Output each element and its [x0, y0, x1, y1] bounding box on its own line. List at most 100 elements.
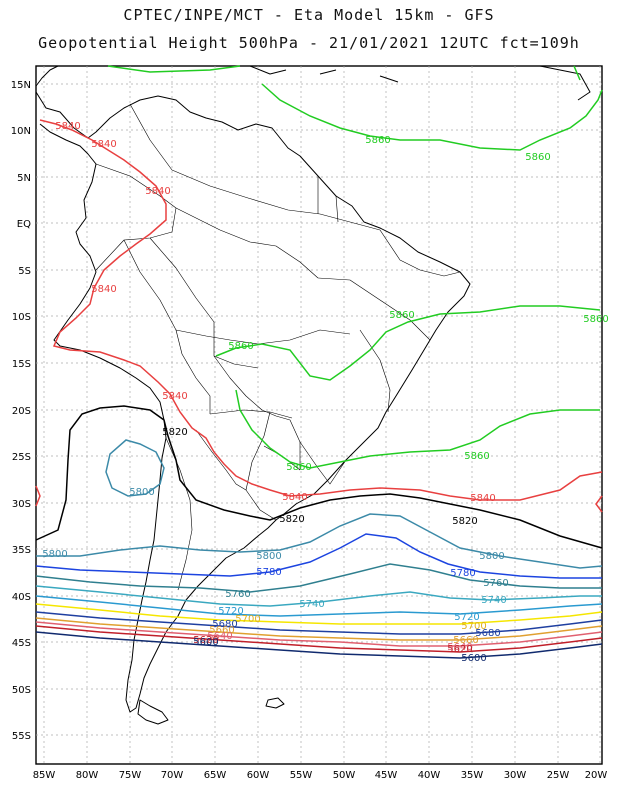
lat-label: 30S: [12, 499, 31, 510]
contour-5860: [215, 305, 601, 381]
contour-5800: [36, 513, 603, 569]
lat-axis-labels: 15N 10N 5N EQ 5S 10S 15S 20S 25S 30S 35S…: [11, 80, 31, 742]
contour-label: 5840: [145, 186, 170, 197]
contour-label: 5860: [365, 135, 390, 146]
lon-label: 50W: [333, 770, 356, 781]
contour-label: 5840: [55, 121, 80, 132]
contour-label: 5720: [218, 606, 243, 617]
contour-5800: [105, 439, 165, 497]
falkland-islands: [265, 697, 285, 709]
caribbean-islands: [249, 65, 591, 101]
lon-label: 35W: [461, 770, 484, 781]
lat-label: 10N: [11, 126, 31, 137]
tierra-del-fuego: [137, 699, 169, 725]
map-title: CPTEC/INPE/MCT - Eta Model 15km - GFS: [123, 6, 495, 24]
lat-label: 15S: [12, 359, 31, 370]
lon-label: 45W: [375, 770, 398, 781]
lat-label: 50S: [12, 685, 31, 696]
lon-label: 70W: [161, 770, 184, 781]
contour-label: 5860: [286, 462, 311, 473]
contour-5660: [35, 617, 603, 641]
lon-label: 80W: [76, 770, 99, 781]
coastlines: [35, 65, 591, 725]
lon-label: 60W: [247, 770, 270, 781]
contour-label: 5780: [256, 567, 281, 578]
contour-label: 5760: [225, 589, 250, 600]
contour-label: 5820: [279, 514, 304, 525]
lon-label: 65W: [204, 770, 227, 781]
lat-label: 45S: [12, 638, 31, 649]
lon-label: 75W: [119, 770, 142, 781]
contour-label: 5620: [193, 635, 218, 646]
contour-5720: [35, 595, 603, 617]
lat-label: 5S: [18, 266, 31, 277]
contour-5780: [35, 533, 602, 579]
contour-label: 5660: [209, 625, 234, 636]
contour-lines: [35, 65, 603, 659]
lon-axis-labels: 85W 80W 75W 70W 65W 60W 55W 50W 45W 40W …: [33, 770, 608, 781]
country-borders: [95, 103, 461, 591]
contour-label: 5840: [91, 284, 116, 295]
lat-label: EQ: [17, 219, 31, 230]
contour-label: 5800: [256, 551, 281, 562]
lon-label: 40W: [418, 770, 441, 781]
contour-5740: [35, 585, 602, 607]
contour-label: 5740: [481, 595, 506, 606]
contour-label: 5680: [212, 619, 237, 630]
contour-label: 5600: [461, 653, 486, 664]
lat-label: 10S: [12, 312, 31, 323]
lon-label: 20W: [585, 770, 608, 781]
contour-label: 5720: [454, 612, 479, 623]
contour-5640: [35, 621, 603, 647]
lat-label: 5N: [17, 173, 31, 184]
contour-label: 5800: [129, 487, 154, 498]
lon-label: 25W: [547, 770, 570, 781]
contour-5700: [35, 603, 603, 625]
contour-label: 5640: [447, 642, 472, 653]
lon-label: 30W: [504, 770, 527, 781]
contour-label: 5840: [91, 139, 116, 150]
lon-label: 55W: [290, 770, 313, 781]
contour-5820: [35, 405, 603, 549]
contour-label: 5840: [282, 492, 307, 503]
lat-label: 20S: [12, 406, 31, 417]
contour-label: 5760: [483, 578, 508, 589]
lat-label: 15N: [11, 80, 31, 91]
contour-label: 5840: [470, 493, 495, 504]
contour-5860: [107, 65, 603, 151]
contour-5680: [35, 611, 603, 635]
contour-label: 5860: [389, 310, 414, 321]
contour-label: 5860: [464, 451, 489, 462]
contour-label: 5740: [299, 599, 324, 610]
contour-label: 5820: [452, 516, 477, 527]
central-america: [35, 65, 59, 87]
contour-label: 5700: [461, 621, 486, 632]
lat-label: 55S: [12, 731, 31, 742]
contour-label: 5840: [162, 391, 187, 402]
contour-label: 5800: [479, 551, 504, 562]
map-subtitle: Geopotential Height 500hPa - 21/01/2021 …: [38, 34, 580, 52]
map-frame: [35, 65, 603, 765]
lat-label: 25S: [12, 452, 31, 463]
contour-label: 5620: [447, 644, 472, 655]
south-america-coast: [35, 91, 471, 713]
contour-label: 5600: [193, 637, 218, 648]
lat-label: 40S: [12, 592, 31, 603]
contour-5760: [35, 563, 602, 593]
contour-5620: [35, 625, 603, 653]
lat-label: 35S: [12, 545, 31, 556]
contour-label: 5860: [525, 152, 550, 163]
contour-label: 5680: [475, 628, 500, 639]
contour-label: 5860: [228, 341, 253, 352]
contour-5600: [35, 631, 603, 659]
contour-5840: [35, 485, 603, 513]
contour-label: 5660: [453, 635, 478, 646]
contour-label: 5700: [235, 614, 260, 625]
contour-label: 5640: [207, 631, 232, 642]
contour-labels: 5860 5860 5860 5860 5860 5860 5860 5860 …: [42, 121, 608, 664]
contour-5860: [235, 389, 600, 469]
contour-label: 5800: [42, 549, 67, 560]
contour-label: 5860: [583, 314, 608, 325]
contour-label: 5780: [450, 568, 475, 579]
